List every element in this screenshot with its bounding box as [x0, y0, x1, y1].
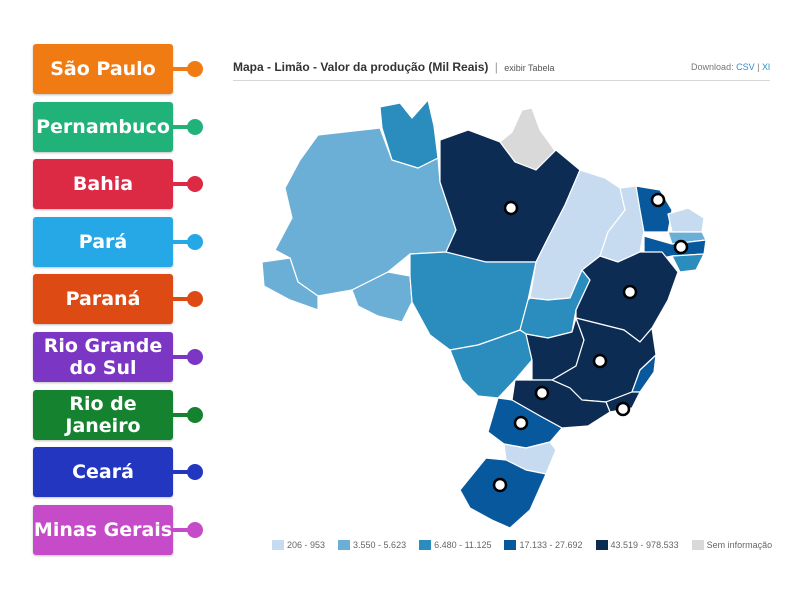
state-rio-grande-do-norte: [667, 207, 705, 233]
legend-label: 43.519 - 978.533: [610, 540, 679, 550]
label-connector: [173, 240, 190, 244]
legend-swatch: [595, 540, 608, 550]
drop-target-marker[interactable]: [622, 284, 638, 300]
drag-handle-icon[interactable]: [187, 119, 203, 135]
legend-item: 3.550 - 5.623: [338, 540, 406, 550]
drop-target-marker[interactable]: [534, 385, 550, 401]
label-rio-de-janeiro[interactable]: Rio de Janeiro: [33, 390, 203, 440]
label-connector: [173, 413, 190, 417]
drop-target-marker[interactable]: [673, 239, 689, 255]
label-connector: [173, 67, 190, 71]
label-parana[interactable]: Paraná: [33, 274, 203, 324]
drop-target-marker[interactable]: [650, 192, 666, 208]
label-bahia[interactable]: Bahia: [33, 159, 203, 209]
map-header: Mapa - Limão - Valor da produção (Mil Re…: [233, 58, 770, 81]
drag-handle-icon[interactable]: [187, 464, 203, 480]
drag-handle-icon[interactable]: [187, 522, 203, 538]
drop-target-marker[interactable]: [592, 353, 608, 369]
label-text: São Paulo: [50, 58, 156, 80]
state-alagoas: [671, 253, 705, 273]
map-legend: 206 - 953 3.550 - 5.623 6.480 - 11.125 1…: [272, 538, 785, 552]
label-sao-paulo[interactable]: São Paulo: [33, 44, 203, 94]
state-rio-grande-do-sul: [459, 457, 547, 529]
drag-handle-icon[interactable]: [187, 407, 203, 423]
drag-handle-icon[interactable]: [187, 234, 203, 250]
state-roraima: [379, 99, 439, 169]
drop-target-marker[interactable]: [615, 401, 631, 417]
label-text: Bahia: [72, 173, 134, 195]
legend-label: Sem informação: [706, 540, 773, 550]
drop-target-marker[interactable]: [492, 477, 508, 493]
title-separator: |: [494, 60, 498, 74]
drag-handle-icon[interactable]: [187, 291, 203, 307]
label-text: Ceará: [72, 461, 134, 483]
label-connector: [173, 125, 190, 129]
drag-handle-icon[interactable]: [187, 349, 203, 365]
download-links: Download: CSV | Xl: [691, 62, 770, 72]
legend-swatch: [419, 540, 432, 550]
label-connector: [173, 470, 190, 474]
state-acre: [261, 257, 319, 311]
drag-handle-icon[interactable]: [187, 61, 203, 77]
download-csv-link[interactable]: CSV: [736, 62, 755, 72]
label-text: Paraná: [65, 288, 141, 310]
legend-label: 206 - 953: [287, 540, 326, 550]
label-text: Rio Grande do Sul: [43, 335, 163, 379]
drag-handle-icon[interactable]: [187, 176, 203, 192]
show-table-link[interactable]: exibir Tabela: [504, 63, 555, 73]
legend-item: 206 - 953: [272, 540, 325, 550]
legend-item: Sem informação: [691, 540, 773, 550]
legend-label: 17.133 - 27.692: [519, 540, 583, 550]
drop-targets: [492, 192, 689, 493]
label-rio-grande-do-sul[interactable]: Rio Grande do Sul: [33, 332, 203, 382]
state-tocantins: [519, 269, 591, 339]
legend-swatch: [272, 540, 284, 550]
label-text: Pernambuco: [36, 116, 170, 138]
label-connector: [173, 355, 190, 359]
label-pernambuco[interactable]: Pernambuco: [33, 102, 203, 152]
legend-label: 6.480 - 11.125: [434, 540, 492, 550]
map-title: Mapa - Limão - Valor da produção (Mil Re…: [233, 60, 489, 74]
download-separator: |: [757, 62, 760, 72]
drop-target-marker[interactable]: [503, 200, 519, 216]
download-label: Download:: [691, 62, 734, 72]
label-text: Rio de Janeiro: [65, 393, 141, 437]
label-connector: [173, 528, 190, 532]
answer-labels: São Paulo Pernambuco Bahia Pará Paraná R…: [0, 0, 220, 600]
legend-label: 3.550 - 5.623: [353, 540, 407, 550]
map-title-line: Mapa - Limão - Valor da produção (Mil Re…: [233, 60, 555, 74]
legend-swatch: [504, 540, 517, 550]
label-connector: [173, 182, 190, 186]
legend-item: 43.519 - 978.533: [595, 540, 679, 550]
drop-target-marker[interactable]: [513, 415, 529, 431]
label-text: Pará: [78, 231, 128, 253]
download-xls-link[interactable]: Xl: [761, 62, 770, 72]
state-rondonia: [351, 271, 413, 323]
label-ceara[interactable]: Ceará: [33, 447, 203, 497]
legend-item: 6.480 - 11.125: [419, 540, 491, 550]
state-espirito-santo: [631, 354, 657, 393]
label-minas-gerais[interactable]: Minas Gerais: [33, 505, 203, 555]
legend-swatch: [691, 540, 704, 550]
label-para[interactable]: Pará: [33, 217, 203, 267]
legend-swatch: [338, 540, 351, 550]
legend-item: 17.133 - 27.692: [504, 540, 583, 550]
label-text: Minas Gerais: [33, 519, 173, 541]
label-connector: [173, 297, 190, 301]
